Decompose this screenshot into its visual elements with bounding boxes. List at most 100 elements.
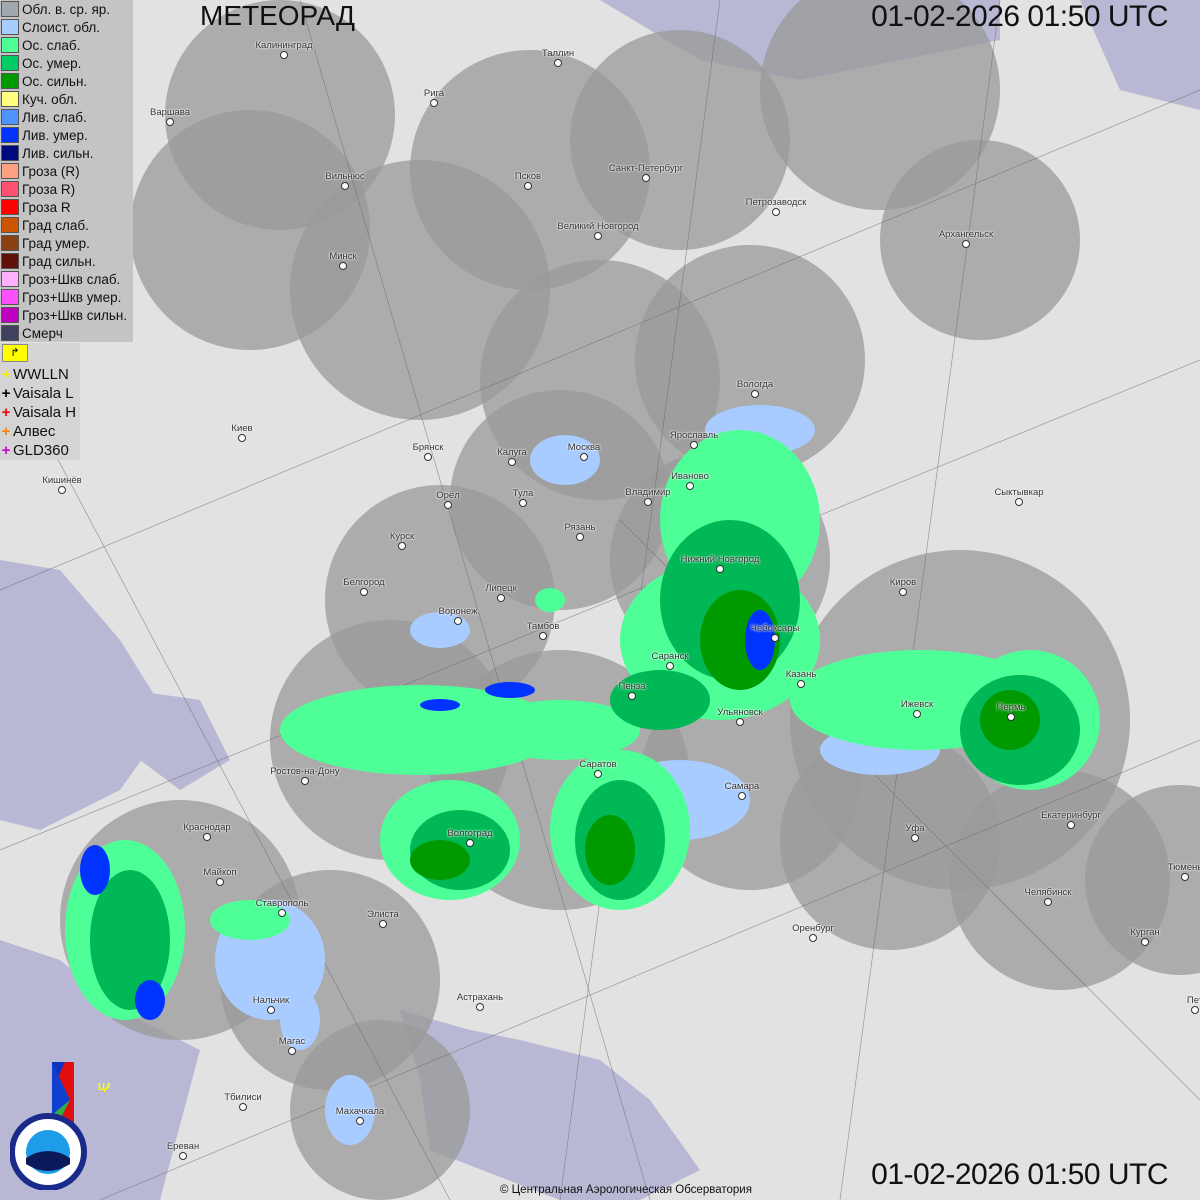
legend-item: Ос. умер. (0, 54, 133, 72)
city-marker-icon (1191, 1006, 1199, 1014)
city-marker-icon (280, 51, 288, 59)
city-label: Вологда (736, 379, 774, 390)
legend-swatch (1, 325, 19, 341)
city-marker-icon (356, 1117, 364, 1125)
city-marker-icon (576, 533, 584, 541)
city-marker-icon (962, 240, 970, 248)
legend-item: Гроза R (0, 198, 133, 216)
city-label: Тамбов (526, 621, 560, 632)
legend-item: Смерч (0, 324, 133, 342)
city-marker-icon (738, 792, 746, 800)
legend-label: Гроз+Шкв сильн. (22, 307, 128, 323)
city-label: Ставрополь (255, 898, 309, 909)
precipitation (65, 405, 1100, 1145)
city-label: Калининград (255, 40, 313, 51)
legend-item: Гроз+Шкв слаб. (0, 270, 133, 288)
legend-item: Гроз+Шкв умер. (0, 288, 133, 306)
city-marker-icon (278, 909, 286, 917)
city-label: Москва (567, 442, 601, 453)
timestamp-bottom: 01-02-2026 01:50 UTC (871, 1158, 1168, 1191)
legend-swatch (1, 235, 19, 251)
legend-swatch (1, 217, 19, 233)
city-label: Ростов-на-Дону (270, 766, 340, 777)
legend-item: Гроза R) (0, 180, 133, 198)
city-marker-icon (444, 501, 452, 509)
legend-item: Лив. слаб. (0, 108, 133, 126)
legend-item: Лив. умер. (0, 126, 133, 144)
city-label: Минск (329, 251, 357, 262)
city-label: Воронеж (438, 606, 478, 617)
city-label: Махачкала (335, 1106, 385, 1117)
city-label: Липецк (485, 583, 517, 594)
city-label: Вильнюс (325, 171, 365, 182)
lightning-network-item: + Vaisala L (0, 384, 80, 403)
city-marker-icon (913, 710, 921, 718)
city-label: Владимир (625, 487, 671, 498)
city-label: Тула (512, 488, 534, 499)
city-marker-icon (430, 99, 438, 107)
legend-swatch (1, 109, 19, 125)
city-marker-icon (216, 878, 224, 886)
city-marker-icon (466, 839, 474, 847)
legend-label: Ос. слаб. (22, 37, 81, 53)
city-marker-icon (772, 208, 780, 216)
legend-swatch (1, 55, 19, 71)
legend-swatch (1, 199, 19, 215)
city-marker-icon (424, 453, 432, 461)
city-label: Ярославль (669, 430, 719, 441)
lightning-toggle-flag-icon[interactable]: ↱ (2, 344, 28, 362)
legend-label: Град умер. (22, 235, 90, 251)
lightning-network-item: + GLD360 (0, 441, 80, 460)
city-marker-icon (809, 934, 817, 942)
legend-swatch (1, 91, 19, 107)
legend-item: Слоист. обл. (0, 18, 133, 36)
city-marker-icon (642, 174, 650, 182)
city-label: Ульяновск (717, 707, 763, 718)
product-title: МЕТЕОРАД (200, 0, 355, 31)
legend-label: Гроза R (22, 199, 71, 215)
city-marker-icon (203, 833, 211, 841)
city-label: Таллин (541, 48, 575, 59)
city-label: Оренбург (792, 923, 834, 934)
city-label: Астрахань (456, 992, 504, 1003)
city-marker-icon (644, 498, 652, 506)
legend-item: Град слаб. (0, 216, 133, 234)
city-marker-icon (580, 453, 588, 461)
city-marker-icon (1181, 873, 1189, 881)
city-marker-icon (594, 232, 602, 240)
city-marker-icon (360, 588, 368, 596)
city-label: Тюмень (1167, 862, 1200, 873)
city-label: Уфа (905, 823, 925, 834)
city-label: Санкт-Петербург (608, 163, 684, 174)
city-label: Архангельск (938, 229, 994, 240)
city-marker-icon (797, 680, 805, 688)
legend-swatch (1, 73, 19, 89)
city-marker-icon (594, 770, 602, 778)
legend-item: Куч. обл. (0, 90, 133, 108)
legend-item: Град умер. (0, 234, 133, 252)
lightning-cross-icon: + (1, 404, 11, 421)
legend-label: Гроза (R) (22, 163, 80, 179)
city-label: Чебоксары (750, 623, 800, 634)
city-marker-icon (736, 718, 744, 726)
legend-swatch (1, 271, 19, 287)
lightning-network-label: Vaisala H (13, 404, 77, 421)
legend-swatch (1, 289, 19, 305)
lightning-cross-icon: + (1, 385, 11, 402)
timestamp-top: 01-02-2026 01:50 UTC (871, 0, 1168, 33)
city-label: Ереван (166, 1141, 200, 1152)
city-marker-icon (497, 594, 505, 602)
city-marker-icon (476, 1003, 484, 1011)
legend-label: Гроз+Шкв слаб. (22, 271, 121, 287)
legend-label: Ос. сильн. (22, 73, 88, 89)
city-label: Киев (231, 423, 253, 434)
city-marker-icon (1141, 938, 1149, 946)
city-marker-icon (1015, 498, 1023, 506)
svg-text:ЦАО: ЦАО (98, 1082, 110, 1093)
city-label: Челябинск (1024, 887, 1072, 898)
city-label: Казань (785, 669, 817, 680)
lightning-network-label: Vaisala L (13, 385, 74, 402)
city-marker-icon (179, 1152, 187, 1160)
legend-label: Ос. умер. (22, 55, 82, 71)
